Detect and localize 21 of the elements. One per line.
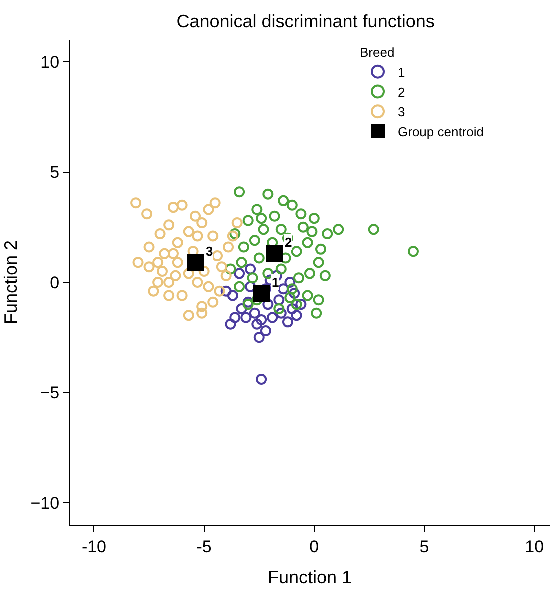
x-tick-label: -10: [82, 537, 107, 556]
x-axis-title: Function 1: [268, 568, 352, 588]
legend-label: 1: [398, 64, 406, 80]
x-tick-label: -5: [196, 537, 212, 556]
y-tick-label: 10: [40, 53, 60, 72]
legend-label: 2: [398, 84, 406, 100]
y-tick-label: 0: [50, 273, 60, 292]
y-axis-title: Function 2: [0, 240, 21, 325]
x-tick-label: 5: [420, 537, 430, 556]
annotation: 2: [285, 235, 292, 250]
y-tick-label: 5: [50, 163, 60, 182]
chart-title: Canonical discriminant functions: [176, 11, 435, 32]
annotation: 1: [272, 275, 280, 290]
x-tick-label: 10: [525, 537, 544, 556]
legend-label: 3: [398, 104, 406, 120]
legend-label: Group centroid: [398, 124, 484, 140]
legend-title: Breed: [360, 44, 395, 60]
y-tick-label: −5: [40, 384, 60, 403]
x-tick-label: 0: [310, 537, 320, 556]
annotation: 3: [206, 244, 214, 259]
y-tick-label: −10: [30, 494, 60, 513]
